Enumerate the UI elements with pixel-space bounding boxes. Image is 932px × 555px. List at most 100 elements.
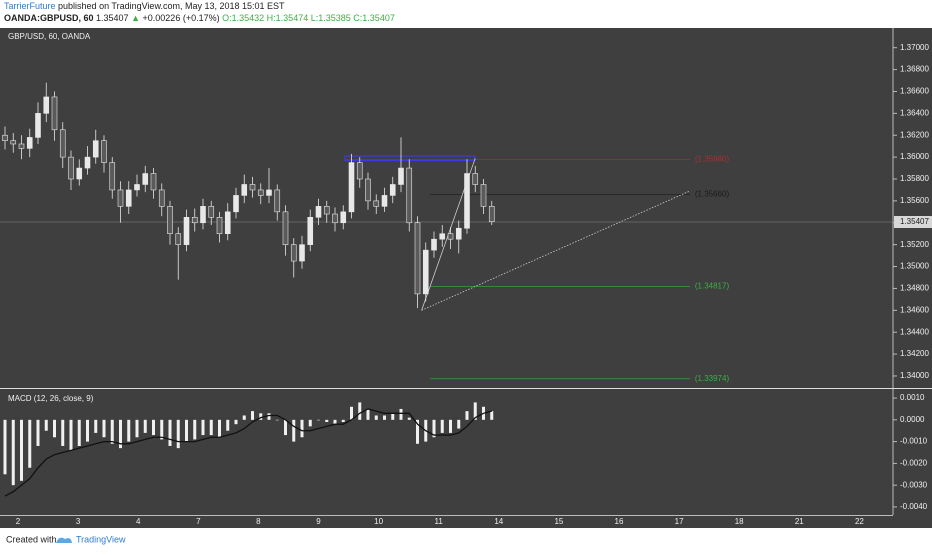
y-tick-label: 1.34400 bbox=[900, 327, 929, 336]
y-tick-label: 0.0010 bbox=[900, 393, 925, 402]
footer-created: Created with bbox=[6, 534, 57, 544]
x-tick-label: 3 bbox=[76, 517, 81, 526]
candle-body bbox=[92, 140, 99, 158]
y-tick-label: 1.36800 bbox=[900, 65, 929, 74]
histogram-bar bbox=[168, 419, 172, 446]
y-tick-label: -0.0020 bbox=[900, 458, 928, 467]
histogram-bar bbox=[94, 419, 98, 433]
histogram-bar bbox=[275, 419, 279, 421]
histogram-bar bbox=[176, 419, 180, 449]
chart-background bbox=[0, 28, 932, 528]
candle-body bbox=[216, 217, 223, 235]
candle-body bbox=[249, 184, 256, 191]
histogram-bar bbox=[251, 411, 254, 420]
x-tick-label: 10 bbox=[374, 517, 383, 526]
y-tick-label: 1.34600 bbox=[900, 305, 929, 314]
candle-body bbox=[323, 206, 330, 215]
histogram-bar bbox=[11, 419, 15, 486]
candle-body bbox=[348, 162, 355, 213]
histogram-bar bbox=[449, 419, 452, 433]
histogram-bar bbox=[69, 419, 73, 451]
level-label: (1.35660) bbox=[695, 189, 730, 198]
histogram-bar bbox=[473, 402, 477, 420]
candle-body bbox=[307, 217, 314, 245]
macd-title: MACD (12, 26, close, 9) bbox=[8, 394, 94, 403]
candle-body bbox=[101, 140, 107, 163]
candle-body bbox=[373, 200, 380, 207]
candle-body bbox=[142, 173, 149, 185]
candle-body bbox=[266, 189, 272, 196]
histogram-bar bbox=[242, 415, 246, 420]
open: O:1.35432 bbox=[222, 13, 264, 23]
candle-body bbox=[356, 162, 363, 180]
candle-body bbox=[117, 189, 124, 207]
candle-body bbox=[84, 156, 91, 169]
histogram-bar bbox=[284, 419, 287, 436]
candle-body bbox=[233, 195, 239, 213]
histogram-bar bbox=[259, 413, 263, 420]
low: L:1.35385 bbox=[311, 13, 351, 23]
candle-body bbox=[340, 211, 347, 224]
y-tick-label: 0.0000 bbox=[900, 415, 925, 424]
histogram-bar bbox=[152, 419, 155, 436]
candle-body bbox=[191, 217, 198, 224]
candle-body bbox=[422, 249, 429, 295]
candle-body bbox=[183, 217, 190, 245]
histogram-bar bbox=[86, 419, 89, 442]
candle-body bbox=[439, 233, 446, 240]
level-label: (1.33974) bbox=[695, 374, 730, 383]
candle-body bbox=[68, 156, 74, 180]
level-label: (1.35980) bbox=[695, 154, 730, 163]
histogram-bar bbox=[53, 419, 56, 438]
chart-title: GBP/USD, 60, OANDA bbox=[8, 32, 91, 41]
histogram-bar bbox=[383, 415, 386, 420]
histogram-bar bbox=[391, 413, 395, 420]
histogram-bar bbox=[226, 419, 230, 431]
x-tick-label: 11 bbox=[435, 517, 444, 526]
x-tick-label: 22 bbox=[855, 517, 864, 526]
histogram-bar bbox=[44, 419, 48, 431]
symbol: OANDA:GBPUSD, 60 bbox=[4, 13, 94, 23]
y-tick-label: 1.34800 bbox=[900, 284, 929, 293]
histogram-bar bbox=[325, 419, 329, 423]
histogram-bar bbox=[465, 411, 469, 420]
author[interactable]: TarrierFuture bbox=[4, 1, 56, 11]
histogram-bar bbox=[61, 419, 65, 446]
candle-body bbox=[125, 189, 132, 207]
histogram-bar bbox=[28, 419, 32, 468]
candle-body bbox=[389, 184, 396, 196]
last-price-box bbox=[894, 216, 932, 229]
candle-body bbox=[299, 244, 305, 262]
histogram-bar bbox=[119, 419, 122, 449]
histogram-bar bbox=[416, 419, 419, 444]
candle-body bbox=[414, 222, 421, 295]
candle-body bbox=[290, 244, 297, 262]
histogram-bar bbox=[366, 408, 370, 420]
histogram-bar bbox=[36, 419, 40, 446]
candle-body bbox=[472, 173, 479, 185]
histogram-bar bbox=[432, 419, 436, 438]
y-tick-label: -0.0040 bbox=[900, 502, 928, 511]
histogram-bar bbox=[3, 419, 7, 475]
histogram-bar bbox=[143, 419, 147, 433]
histogram-bar bbox=[440, 419, 444, 433]
candle-body bbox=[150, 173, 157, 191]
histogram-bar bbox=[102, 419, 106, 438]
candle-body bbox=[10, 140, 17, 145]
candle-body bbox=[43, 96, 50, 114]
histogram-bar bbox=[234, 419, 238, 425]
histogram-bar bbox=[300, 419, 304, 438]
histogram-bar bbox=[374, 415, 378, 420]
candle-body bbox=[406, 167, 413, 224]
histogram-bar bbox=[308, 419, 312, 427]
published: published on TradingView.com, May 13, 20… bbox=[58, 1, 285, 11]
footer-brand[interactable]: TradingView bbox=[76, 534, 126, 544]
candle-body bbox=[274, 189, 281, 213]
histogram-bar bbox=[160, 419, 164, 440]
x-tick-label: 21 bbox=[795, 517, 804, 526]
candle-body bbox=[257, 189, 264, 196]
histogram-bar bbox=[127, 419, 131, 442]
candle-body bbox=[2, 134, 8, 142]
candle-body bbox=[175, 233, 182, 245]
